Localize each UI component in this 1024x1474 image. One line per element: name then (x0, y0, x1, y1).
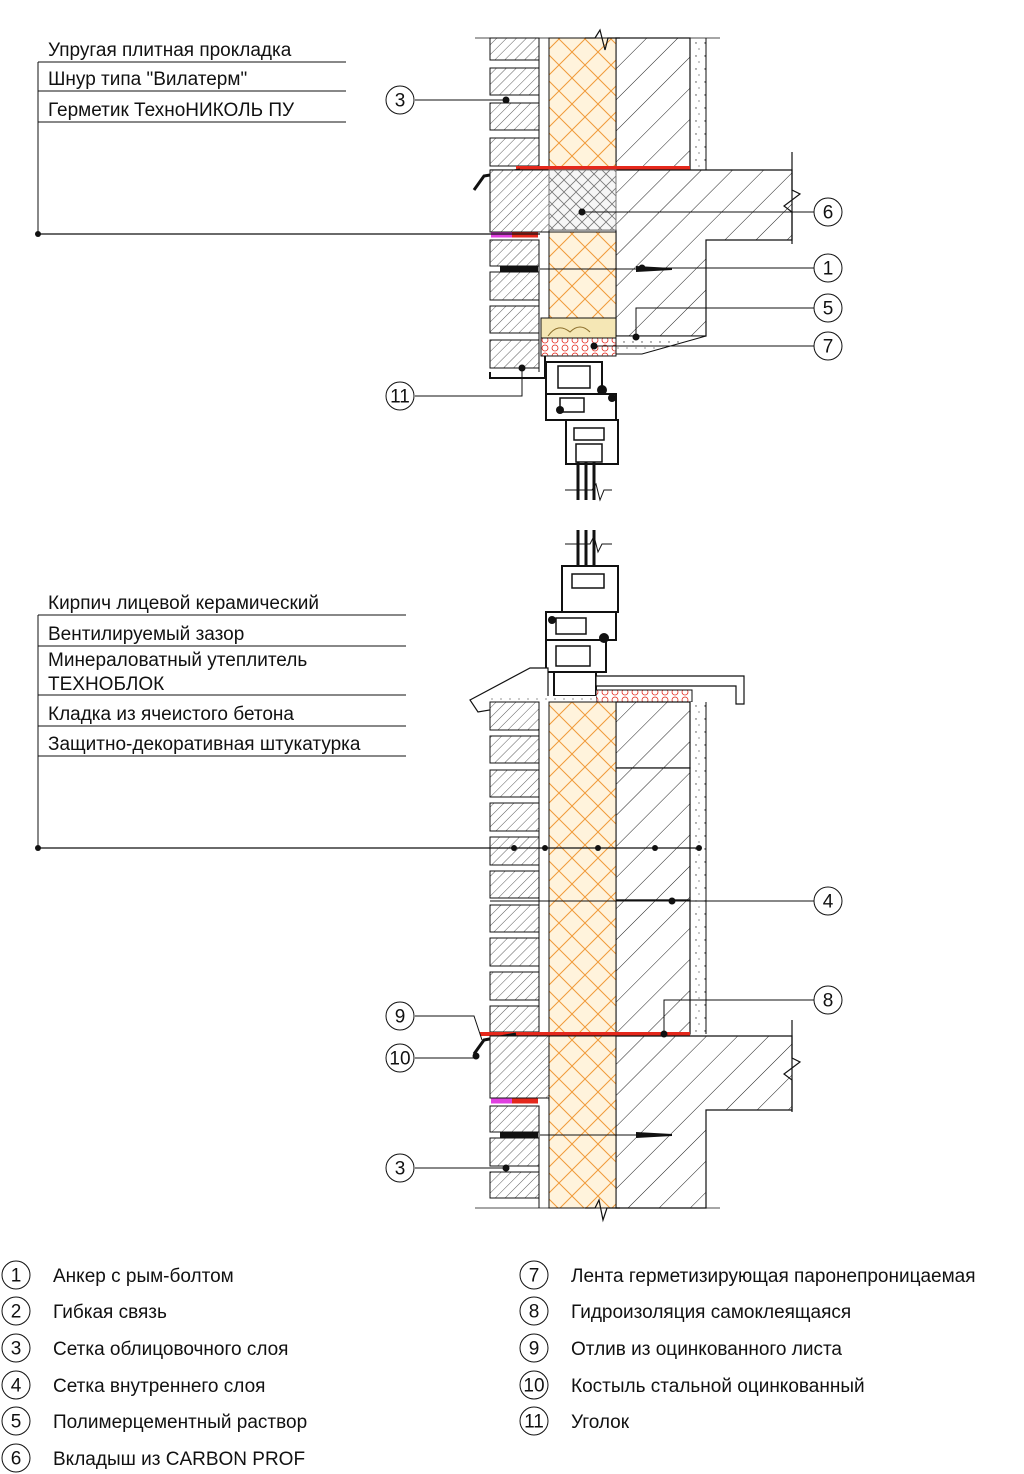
svg-text:8: 8 (823, 991, 834, 1012)
legend-item-7: 7 (519, 1260, 549, 1290)
legend-item-11: 11 (519, 1406, 549, 1436)
callout-top-11: 11 (385, 381, 415, 411)
bottom-aerated-blocks (615, 701, 691, 1035)
svg-text:10: 10 (523, 1376, 544, 1397)
svg-text:5: 5 (823, 299, 834, 320)
svg-text:1: 1 (11, 1266, 22, 1287)
top-bricks (489, 37, 540, 167)
top-label-1: Упругая плитная прокладка (48, 40, 292, 61)
legend-text-3: Сетка облицовочного слоя (53, 1339, 288, 1360)
top-detail (472, 28, 802, 502)
top-label-2: Шнур типа "Вилатерм" (48, 69, 247, 90)
legend-text-2: Гибкая связь (53, 1302, 167, 1323)
bottom-label-3: Минераловатный утеплитель (48, 650, 307, 671)
svg-text:9: 9 (395, 1007, 406, 1028)
callout-bottom-8: 8 (813, 985, 843, 1015)
callout-top-6: 6 (813, 197, 843, 227)
svg-text:3: 3 (395, 91, 406, 112)
callout-bottom-10: 10 (385, 1043, 415, 1073)
svg-text:4: 4 (823, 892, 834, 913)
legend-item-3: 3 (1, 1333, 31, 1363)
bottom-label-3b: ТЕХНОБЛОК (48, 674, 164, 695)
legend-text-6: Вкладыш из CARBON PROF (53, 1449, 305, 1470)
bottom-detail (469, 530, 802, 1223)
bottom-label-5: Защитно-декоративная штукатурка (48, 734, 361, 755)
svg-text:9: 9 (529, 1339, 540, 1360)
legend-item-4: 4 (1, 1370, 31, 1400)
legend-text-10: Костыль стальной оцинкованный (571, 1376, 865, 1397)
legend-item-9: 9 (519, 1333, 549, 1363)
legend-text-7: Лента герметизирующая паронепроницаемая (571, 1266, 976, 1287)
callout-bottom-9: 9 (385, 1001, 415, 1031)
legend-text-8: Гидроизоляция самоклеящаяся (571, 1302, 851, 1323)
legend-item-5: 5 (1, 1406, 31, 1436)
bottom-insulation (548, 701, 617, 1035)
svg-text:2: 2 (11, 1302, 22, 1323)
legend-item-1: 1 (1, 1260, 31, 1290)
bottom-bricks (489, 701, 540, 1033)
svg-text:5: 5 (11, 1412, 22, 1433)
bottom-label-4: Кладка из ячеистого бетона (48, 704, 294, 725)
svg-text:6: 6 (11, 1449, 22, 1470)
legend-text-4: Сетка внутреннего слоя (53, 1376, 265, 1397)
bottom-label-2: Вентилируемый зазор (48, 624, 244, 645)
svg-text:3: 3 (11, 1339, 22, 1360)
legend-text-9: Отлив из оцинкованного листа (571, 1339, 842, 1360)
svg-text:11: 11 (524, 1412, 544, 1433)
callout-top-7: 7 (813, 331, 843, 361)
top-layer-labels: Упругая плитная прокладка Шнур типа "Вил… (35, 40, 540, 237)
svg-text:10: 10 (389, 1049, 410, 1070)
bottom-layer-labels: Кирпич лицевой керамический Вентилируемы… (35, 593, 702, 851)
top-insulation (548, 37, 617, 171)
top-sealing-tape (540, 337, 617, 357)
svg-text:8: 8 (529, 1302, 540, 1323)
top-aerated-block (615, 37, 691, 171)
svg-text:4: 4 (11, 1376, 22, 1397)
svg-text:11: 11 (390, 387, 410, 408)
svg-text:3: 3 (395, 1159, 406, 1180)
top-window-frame (545, 361, 619, 465)
legend-item-6: 6 (1, 1443, 31, 1473)
callout-top-3: 3 (385, 85, 415, 115)
legend-item-2: 2 (1, 1296, 31, 1326)
svg-text:6: 6 (823, 203, 834, 224)
callout-top-1: 1 (813, 253, 843, 283)
carbon-insert (548, 169, 617, 231)
legend-text-5: Полимерцементный раствор (53, 1412, 307, 1433)
callout-bottom-4: 4 (813, 886, 843, 916)
svg-text:1: 1 (823, 259, 834, 280)
bottom-label-1: Кирпич лицевой керамический (48, 593, 319, 614)
callout-bottom-3: 3 (385, 1153, 415, 1183)
legend: 1 2 3 4 5 6 7 8 9 10 11 Анкер с рым-болт… (1, 1260, 976, 1473)
svg-text:7: 7 (823, 337, 834, 358)
legend-item-10: 10 (519, 1370, 549, 1400)
top-label-3: Герметик ТехноНИКОЛЬ ПУ (48, 100, 295, 121)
legend-item-8: 8 (519, 1296, 549, 1326)
legend-text-1: Анкер с рым-болтом (53, 1266, 234, 1287)
callout-top-5: 5 (813, 293, 843, 323)
legend-text-11: Уголок (571, 1412, 630, 1433)
svg-text:7: 7 (529, 1266, 540, 1287)
